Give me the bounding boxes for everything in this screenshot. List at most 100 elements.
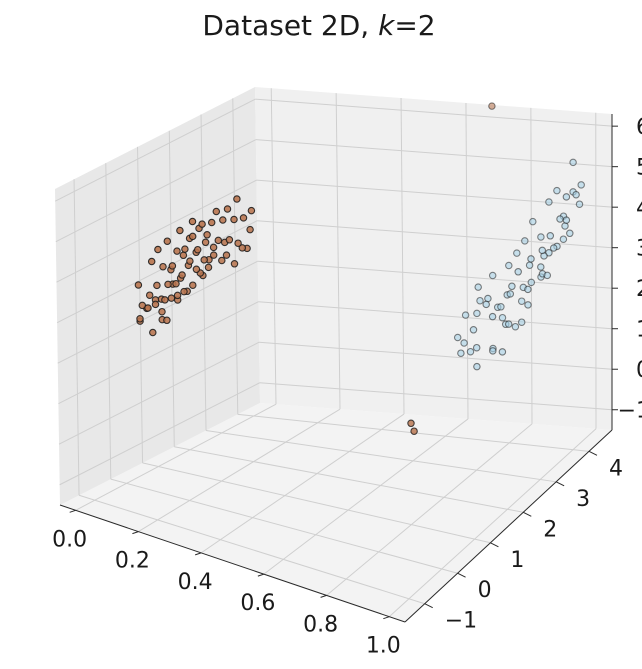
data-point	[149, 328, 157, 337]
z-tick-label: 1	[636, 318, 642, 343]
grid-line-z	[257, 260, 613, 289]
grid-line-z	[57, 260, 258, 364]
data-point	[159, 262, 167, 271]
data-point	[136, 315, 144, 323]
data-point	[498, 313, 507, 322]
data-point	[474, 283, 482, 291]
data-point	[527, 278, 536, 287]
pane-back	[255, 87, 612, 430]
tick-mark	[320, 594, 327, 598]
tick-mark	[194, 552, 202, 556]
data-point	[562, 193, 571, 201]
data-point	[511, 322, 520, 331]
grid-line-z	[56, 220, 258, 324]
z-tick-label: 5	[636, 156, 642, 181]
tick-mark	[457, 572, 466, 578]
data-point	[521, 237, 529, 245]
grid-line-z	[257, 220, 613, 249]
data-point	[508, 282, 516, 291]
data-point	[161, 296, 169, 304]
data-point	[504, 320, 513, 328]
data-point	[473, 309, 481, 318]
data-point	[498, 348, 507, 356]
data-point	[505, 261, 513, 270]
x-tick-label: 0.8	[303, 612, 338, 637]
data-point	[247, 206, 256, 215]
data-point	[246, 225, 254, 234]
data-point	[151, 300, 160, 309]
data-point	[180, 287, 188, 296]
data-point	[145, 291, 154, 299]
pane-floor	[60, 403, 612, 622]
data-points	[134, 102, 585, 435]
data-point	[201, 238, 210, 247]
data-point	[212, 207, 221, 216]
grid-line-x	[326, 423, 533, 596]
grid-line-x	[75, 403, 277, 511]
data-point	[538, 246, 547, 255]
data-point	[188, 217, 197, 226]
data-point	[527, 255, 535, 263]
data-point	[460, 339, 468, 347]
z-tick-label: 4	[636, 196, 642, 221]
tick-mark	[69, 509, 76, 513]
axis-panes	[55, 87, 612, 622]
data-point	[164, 280, 172, 289]
data-point	[189, 281, 197, 289]
data-point	[214, 236, 223, 245]
grid-line-y	[142, 462, 491, 544]
data-point	[546, 232, 555, 240]
data-point	[230, 260, 239, 268]
y-tick-label: 2	[543, 517, 557, 542]
chart-title-part: k	[378, 9, 396, 42]
data-point	[154, 245, 162, 254]
grid-line-z	[255, 139, 613, 168]
chart-title-part: Dataset 2D,	[202, 9, 378, 42]
data-point	[524, 301, 532, 309]
x-tick-label: 0.0	[52, 527, 87, 552]
grid-line-z	[258, 301, 613, 330]
data-point	[461, 311, 470, 319]
tick-mark	[132, 531, 139, 535]
x-axis-line	[59, 504, 406, 623]
data-point	[549, 244, 558, 252]
z-tick-label: 6	[636, 115, 642, 140]
data-point	[543, 271, 552, 280]
y-axis-line	[404, 429, 613, 623]
tick-mark	[588, 450, 598, 456]
data-point	[472, 343, 481, 352]
grid-line-z	[58, 301, 259, 405]
data-point	[525, 261, 534, 269]
data-point	[225, 236, 234, 244]
y-tick-label: 0	[478, 578, 492, 603]
grid-line-z	[55, 139, 257, 243]
z-tick-label: 0	[636, 358, 642, 383]
data-point	[178, 271, 186, 279]
data-point	[209, 251, 218, 259]
data-point	[193, 245, 202, 254]
data-point	[488, 102, 496, 110]
data-point	[453, 333, 462, 342]
tick-mark	[523, 511, 532, 517]
data-point	[569, 158, 577, 167]
data-point	[524, 285, 532, 294]
grid-line-z	[54, 98, 256, 202]
data-point	[514, 268, 522, 276]
data-point	[239, 214, 248, 222]
grid-line-x	[388, 428, 597, 618]
data-point	[188, 232, 197, 241]
data-point	[200, 256, 208, 264]
data-point	[172, 279, 180, 288]
grid-line-z	[259, 341, 613, 370]
grid-line-x	[263, 418, 469, 575]
data-point	[209, 243, 218, 252]
data-point	[147, 257, 156, 266]
data-point	[537, 233, 545, 241]
data-point	[192, 265, 201, 274]
grid-line-y	[205, 430, 557, 483]
z-tick-label: 2	[636, 277, 642, 302]
data-point	[198, 220, 206, 228]
data-point	[163, 316, 171, 325]
data-point	[537, 263, 545, 271]
grid-line-y	[110, 478, 458, 574]
